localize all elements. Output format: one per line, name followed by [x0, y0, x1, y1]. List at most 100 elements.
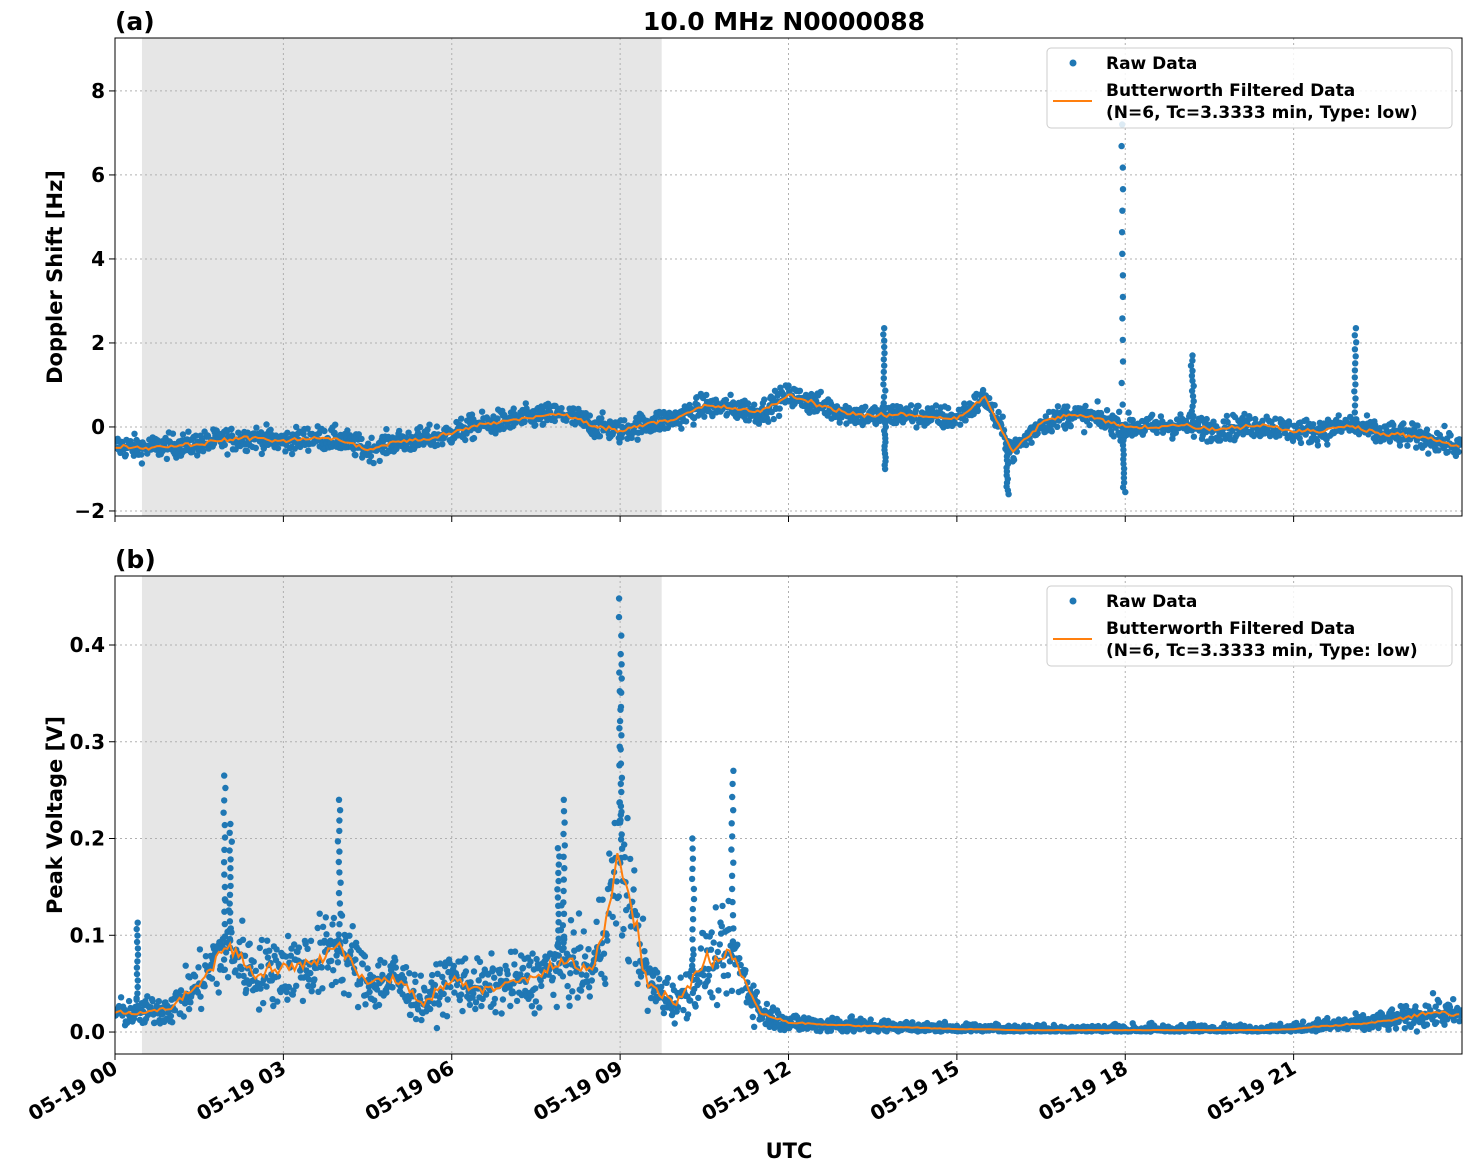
raw-data-spike-point [1188, 387, 1196, 395]
raw-data-point [497, 966, 504, 973]
raw-data-point [621, 417, 628, 424]
raw-data-spike-point [555, 919, 562, 926]
raw-data-point [643, 959, 650, 967]
raw-data-spike-point [1119, 358, 1127, 365]
raw-data-spike-point [227, 882, 234, 890]
raw-data-point [412, 978, 419, 985]
raw-data-point [1125, 409, 1132, 416]
raw-data-spike-point [1119, 442, 1127, 449]
raw-data-point [751, 1023, 758, 1030]
raw-data-point [915, 402, 922, 410]
raw-data-spike-point [555, 902, 562, 909]
raw-data-spike-point [728, 820, 735, 827]
raw-data-point [352, 452, 359, 459]
raw-data-point [354, 1003, 362, 1011]
raw-data-point [644, 1007, 651, 1014]
raw-data-point [671, 1020, 678, 1027]
raw-data-point [389, 984, 396, 991]
raw-data-spike-point [228, 838, 235, 845]
raw-data-spike-point [337, 910, 344, 917]
raw-data-point [376, 457, 383, 465]
raw-data-point [459, 1007, 466, 1015]
raw-data-point [540, 420, 547, 428]
raw-data-spike-point [336, 848, 343, 855]
raw-data-point [220, 956, 228, 963]
raw-data-spike-point [729, 912, 737, 919]
raw-data-point [307, 937, 315, 944]
raw-data-point [509, 989, 517, 996]
raw-data-spike-point [881, 350, 888, 357]
raw-data-point [1435, 999, 1443, 1006]
raw-data-point [606, 850, 613, 857]
raw-data-spike-point [227, 865, 234, 872]
raw-data-spike-point [335, 858, 342, 866]
raw-data-point [620, 925, 627, 933]
raw-data-point [700, 972, 707, 979]
raw-data-point [252, 967, 259, 974]
raw-data-spike-point [1188, 408, 1196, 415]
raw-data-point [462, 968, 470, 975]
chart-title: 10.0 MHz N0000088 [643, 7, 925, 36]
raw-data-point [284, 996, 291, 1003]
raw-data-spike-point [1119, 164, 1127, 171]
raw-data-spike-point [1120, 437, 1127, 444]
raw-data-point [654, 969, 661, 976]
raw-data-point [412, 1015, 420, 1023]
raw-data-point [258, 936, 265, 944]
raw-data-point [444, 996, 451, 1003]
raw-data-point [1203, 415, 1210, 423]
raw-data-spike-point [226, 891, 234, 898]
raw-data-spike-point [617, 650, 624, 658]
raw-data-point [1250, 432, 1258, 440]
raw-data-point [532, 421, 539, 429]
raw-data-point [365, 440, 372, 447]
raw-data-point [407, 1011, 414, 1019]
raw-data-point [159, 1010, 166, 1018]
raw-data-spike-point [134, 919, 141, 926]
raw-data-spike-point [618, 675, 625, 682]
raw-data-spike-point [688, 875, 696, 883]
raw-data-spike-point [226, 927, 233, 934]
raw-data-spike-point [1190, 398, 1197, 405]
raw-data-point [370, 459, 377, 467]
raw-data-point [519, 964, 527, 972]
raw-data-point [285, 983, 292, 991]
raw-data-point [491, 974, 498, 981]
y-tick-label: 0 [91, 415, 105, 439]
raw-data-spike-point [554, 845, 562, 852]
raw-data-spike-point [554, 894, 562, 901]
raw-data-point [256, 944, 263, 952]
raw-data-point [724, 972, 732, 979]
raw-data-point [599, 896, 606, 903]
legend: Raw Data Butterworth Filtered Data(N=6, T… [1046, 585, 1453, 667]
raw-data-spike-point [555, 861, 562, 868]
raw-data-point [625, 958, 633, 965]
raw-data-point [191, 973, 199, 980]
raw-data-spike-point [133, 925, 140, 933]
legend-filtered-label: Butterworth Filtered Data [1106, 81, 1355, 101]
raw-data-point [167, 1012, 175, 1020]
raw-data-point [734, 941, 741, 948]
raw-data-point [198, 1005, 205, 1013]
raw-data-spike-point [1190, 382, 1197, 390]
raw-data-point [677, 974, 684, 981]
raw-data-spike-point [1189, 367, 1196, 374]
raw-data-point [224, 974, 232, 981]
raw-data-point [1335, 412, 1342, 419]
raw-data-point [750, 982, 757, 989]
raw-data-point [701, 413, 708, 420]
y-tick-label: 0.3 [70, 730, 105, 754]
raw-data-point [437, 960, 444, 967]
raw-data-point [553, 1003, 560, 1011]
raw-data-spike-point [335, 889, 343, 897]
raw-data-spike-point [135, 1003, 142, 1010]
raw-data-spike-point [1352, 381, 1359, 388]
raw-data-spike-point [134, 958, 141, 965]
raw-data-spike-point [1352, 360, 1359, 367]
raw-data-point [709, 994, 716, 1001]
raw-data-point [1198, 414, 1205, 422]
raw-data-point [260, 999, 267, 1007]
raw-data-point [1318, 425, 1325, 432]
x-tick-label: 05-19 15 [866, 1056, 964, 1126]
raw-data-point [974, 407, 981, 415]
